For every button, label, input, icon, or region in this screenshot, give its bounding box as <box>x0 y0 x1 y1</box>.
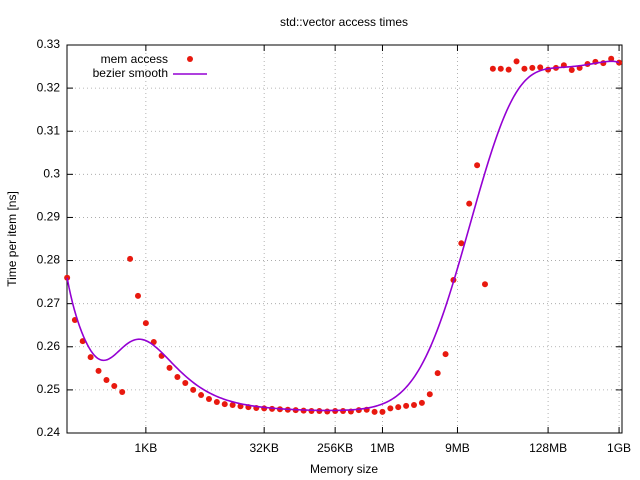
data-point <box>324 408 331 415</box>
data-point <box>395 404 402 411</box>
y-tick-label: 0.27 <box>37 296 61 310</box>
data-point <box>134 292 141 299</box>
data-point <box>127 255 134 262</box>
data-point <box>466 200 473 207</box>
data-point <box>418 399 425 406</box>
data-point <box>371 408 378 415</box>
plot-frame <box>66 44 623 434</box>
data-point <box>166 364 173 371</box>
legend-label: mem access <box>101 52 168 66</box>
data-point <box>221 401 228 408</box>
x-tick-label: 9MB <box>445 441 470 455</box>
data-point <box>481 281 488 288</box>
y-tick-label: 0.25 <box>37 382 61 396</box>
x-tick-label: 128MB <box>529 441 567 455</box>
chart-title: std::vector access times <box>280 15 408 29</box>
data-point <box>458 240 465 247</box>
legend-label: bezier smooth <box>93 66 168 80</box>
data-point <box>379 408 386 415</box>
data-point <box>182 379 189 386</box>
data-point <box>568 67 575 74</box>
data-point <box>190 386 197 393</box>
data-point <box>434 370 441 377</box>
data-point <box>521 65 528 72</box>
data-point <box>103 376 110 383</box>
y-tick-label: 0.24 <box>37 425 61 439</box>
y-tick-label: 0.28 <box>37 253 61 267</box>
data-point <box>489 65 496 72</box>
x-tick-label: 256KB <box>317 441 353 455</box>
legend-marker <box>187 56 193 62</box>
data-point <box>474 162 481 169</box>
y-tick-label: 0.26 <box>37 339 61 353</box>
x-tick-label: 1KB <box>135 441 158 455</box>
data-point <box>142 320 149 327</box>
data-point <box>387 405 394 412</box>
data-point <box>411 401 418 408</box>
data-point <box>403 402 410 409</box>
y-tick-label: 0.32 <box>37 80 61 94</box>
x-tick-label: 1MB <box>370 441 395 455</box>
data-point <box>608 55 615 62</box>
x-tick-label: 1GB <box>607 441 631 455</box>
y-tick-label: 0.29 <box>37 210 61 224</box>
data-point <box>442 351 449 358</box>
x-axis-label: Memory size <box>310 462 378 476</box>
data-point <box>426 391 433 398</box>
data-point <box>529 64 536 71</box>
bezier-curve <box>66 60 620 412</box>
y-axis-label: Time per item [ns] <box>5 191 19 287</box>
data-point <box>229 401 236 408</box>
data-point <box>205 395 212 402</box>
y-tick-label: 0.33 <box>37 37 61 51</box>
y-tick-label: 0.3 <box>43 167 60 181</box>
data-point <box>95 367 102 374</box>
data-point <box>537 64 544 71</box>
data-point <box>87 354 94 361</box>
data-point <box>174 373 181 380</box>
data-point <box>513 58 520 65</box>
data-point <box>111 383 118 390</box>
data-point <box>119 389 126 396</box>
data-point <box>505 66 512 73</box>
data-point <box>497 65 504 72</box>
data-point <box>198 392 205 399</box>
x-tick-label: 32KB <box>249 441 278 455</box>
y-tick-label: 0.31 <box>37 123 61 137</box>
data-point <box>213 398 220 405</box>
